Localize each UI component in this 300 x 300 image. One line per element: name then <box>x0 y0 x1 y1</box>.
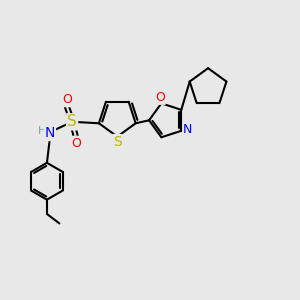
Text: O: O <box>71 137 81 150</box>
Text: S: S <box>113 135 122 149</box>
Text: N: N <box>45 126 55 140</box>
Text: O: O <box>62 93 72 106</box>
Text: S: S <box>67 114 77 129</box>
Text: H: H <box>38 126 46 136</box>
Text: N: N <box>183 123 193 136</box>
Text: O: O <box>155 91 165 104</box>
